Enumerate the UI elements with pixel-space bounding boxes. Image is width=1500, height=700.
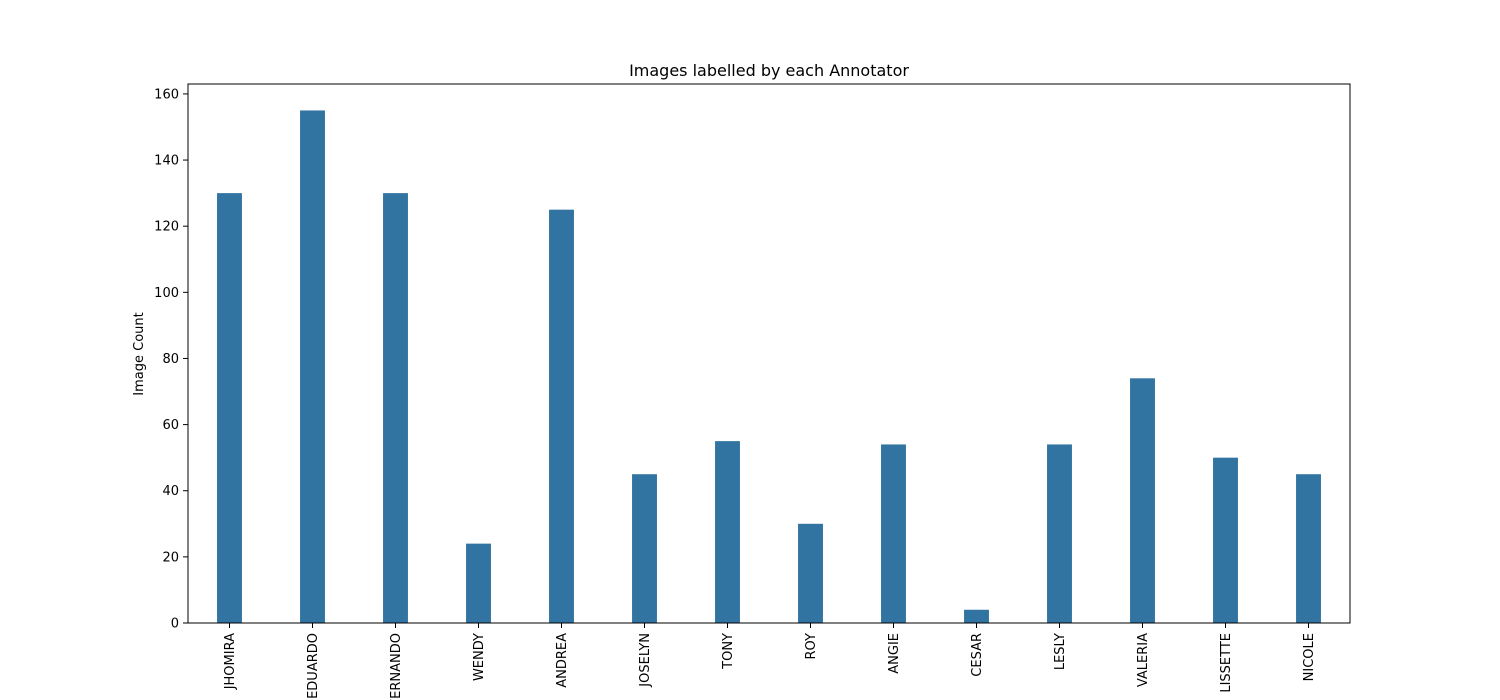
bar-lissette [1213, 457, 1238, 623]
x-tick-label-cesar: CESAR [970, 633, 985, 677]
y-tick-label: 160 [154, 87, 179, 102]
y-tick-label: 120 [154, 220, 179, 235]
bar-joselyn [632, 474, 657, 623]
x-tick-label-angie: ANGIE [887, 633, 902, 674]
y-tick-label: 0 [171, 617, 179, 632]
bar-nicole [1296, 474, 1321, 623]
bar-eduardo [300, 110, 325, 623]
x-tick-label-lesly: LESLY [1053, 633, 1068, 670]
bar-valeria [1130, 378, 1155, 623]
x-tick-label-jhomira: JHOMIRA [223, 633, 238, 690]
x-tick-label-roy: ROY [804, 633, 819, 660]
bar-jhomira [217, 193, 242, 623]
bar-andrea [549, 209, 574, 623]
bar-tony [715, 441, 740, 623]
x-tick-label-lissette: LISSETTE [1219, 633, 1234, 693]
y-tick-label: 20 [162, 550, 179, 565]
y-tick-label: 80 [162, 352, 179, 367]
x-tick-label-valeria: VALERIA [1136, 633, 1151, 687]
bar-angie [881, 444, 906, 623]
x-tick-label-eduardo: EDUARDO [306, 633, 321, 699]
x-tick-label-tony: TONY [721, 633, 736, 670]
chart-title: Images labelled by each Annotator [629, 61, 909, 80]
axes-frame [187, 83, 1351, 624]
bar-roy [798, 523, 823, 623]
y-tick-label: 60 [162, 418, 179, 433]
x-tick-label-nicole: NICOLE [1302, 633, 1317, 681]
plot-area: 0 20 40 60 80 100 120 140 160 JHOMIRA EDUARDO FERNA… [154, 83, 1351, 700]
bar-lesly [1047, 444, 1072, 623]
y-axis-label: Image Count [132, 312, 147, 395]
x-tick-label-fernando: FERNANDO [389, 633, 404, 700]
y-tick-label: 40 [162, 484, 179, 499]
x-tick-label-andrea: ANDREA [555, 633, 570, 688]
bar-wendy [466, 543, 491, 623]
x-tick-label-wendy: WENDY [472, 633, 487, 681]
x-tick-label-joselyn: JOSELYN [638, 633, 653, 688]
bar-fernando [383, 193, 408, 623]
bar-cesar [964, 609, 989, 623]
y-tick-label: 100 [154, 286, 179, 301]
y-tick-label: 140 [154, 154, 179, 169]
